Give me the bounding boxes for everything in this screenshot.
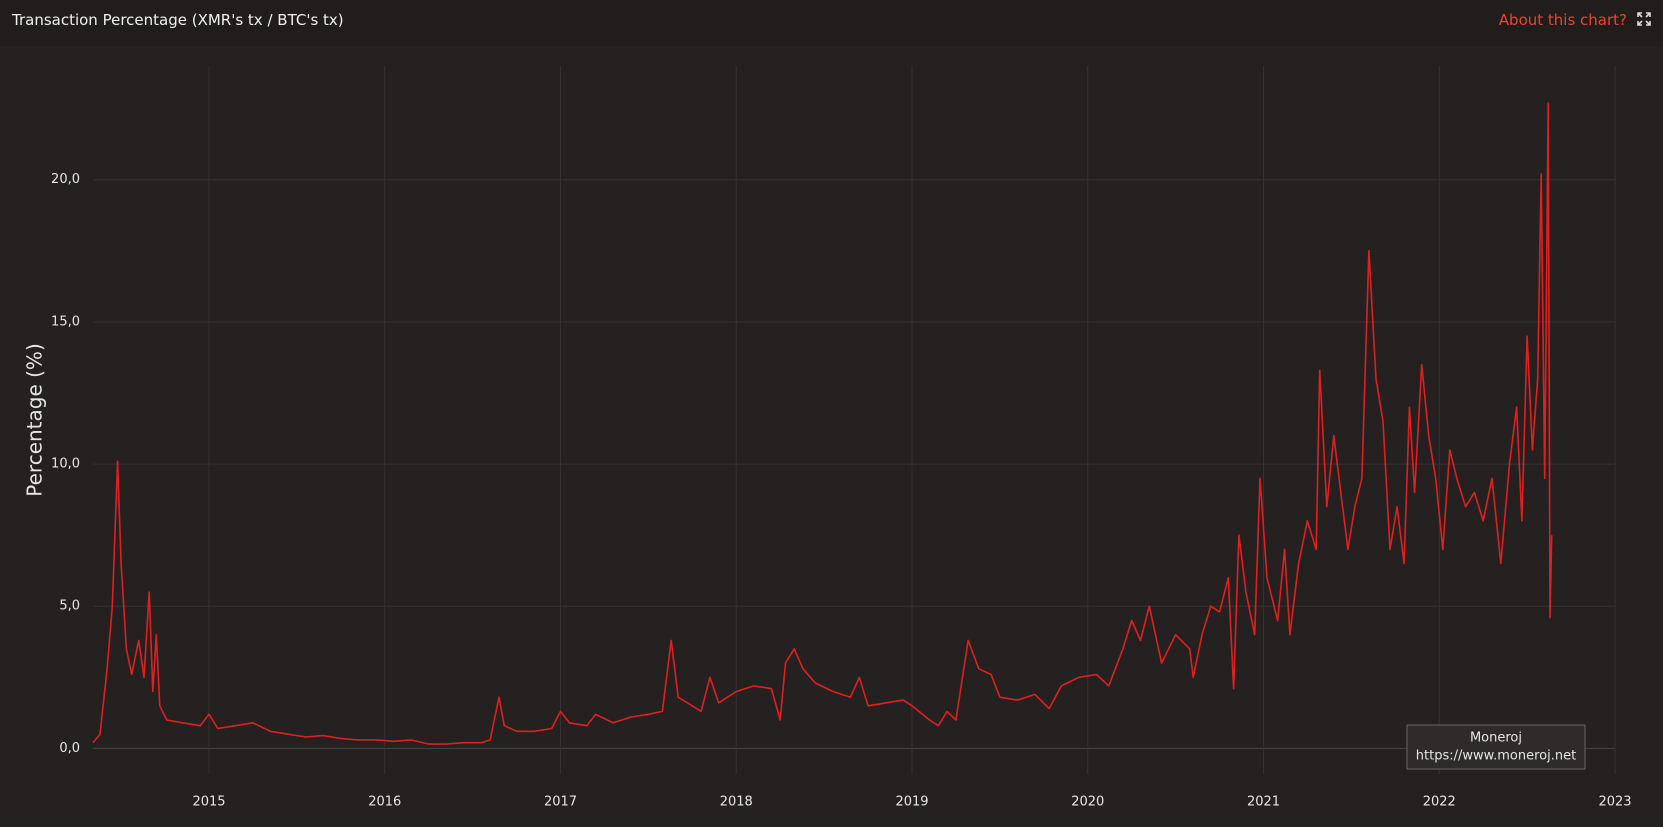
- header: Transaction Percentage (XMR's tx / BTC's…: [0, 0, 1663, 46]
- watermark-box: [1406, 724, 1586, 770]
- x-tick-label: 2019: [895, 795, 928, 810]
- watermark-text: https://www.moneroj.net: [1416, 749, 1576, 764]
- y-tick-label: 20,0: [51, 172, 80, 187]
- x-tick-label: 2020: [1071, 795, 1104, 810]
- y-tick-label: 15,0: [51, 314, 80, 329]
- expand-icon[interactable]: [1637, 12, 1651, 26]
- x-tick-label: 2017: [544, 795, 577, 810]
- x-tick-label: 2022: [1423, 795, 1456, 810]
- x-tick-label: 2023: [1598, 795, 1631, 810]
- data-line: [92, 102, 1553, 745]
- about-link[interactable]: About this chart?: [1498, 11, 1627, 29]
- x-tick-label: 2018: [720, 795, 753, 810]
- x-tick-label: 2021: [1247, 795, 1280, 810]
- watermark-text: Moneroj: [1470, 731, 1522, 746]
- chart-title: Transaction Percentage (XMR's tx / BTC's…: [12, 11, 344, 29]
- y-tick-label: 0,0: [59, 741, 80, 756]
- y-tick-label: 10,0: [51, 457, 80, 472]
- x-tick-label: 2016: [368, 795, 401, 810]
- y-tick-label: 5,0: [59, 599, 80, 614]
- x-tick-label: 2015: [192, 795, 225, 810]
- y-axis-label: Percentage (%): [23, 343, 47, 496]
